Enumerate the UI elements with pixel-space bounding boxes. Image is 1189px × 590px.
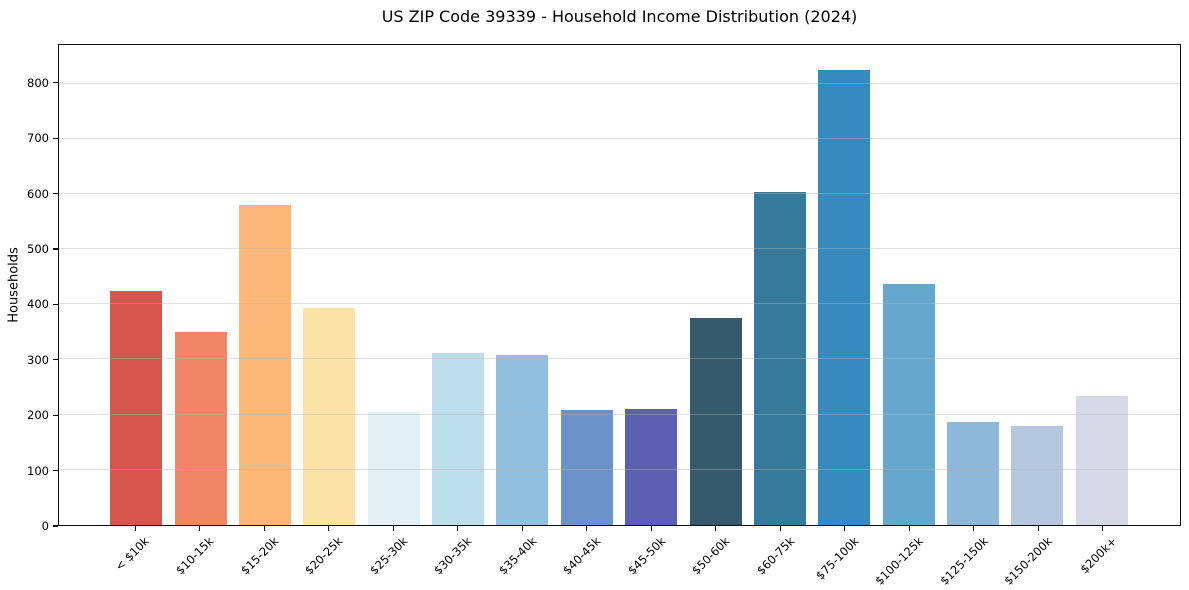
x-tick-mark bbox=[199, 526, 201, 531]
y-tick-mark bbox=[53, 525, 58, 527]
bar-slot bbox=[877, 45, 941, 525]
x-tick-mark bbox=[908, 526, 910, 531]
bar-$100-125k bbox=[882, 283, 935, 525]
x-tick-mark bbox=[263, 526, 265, 531]
bars-container bbox=[104, 45, 1134, 525]
bar-$50-60k bbox=[689, 318, 742, 525]
bar-slot bbox=[1070, 45, 1134, 525]
x-tick-mark bbox=[392, 526, 394, 531]
bar-$40-45k bbox=[560, 410, 613, 525]
x-tick-label: < $10k bbox=[112, 534, 153, 574]
bar-slot bbox=[233, 45, 297, 525]
bar-$45-50k bbox=[625, 409, 678, 525]
x-tick-label: $20-25k bbox=[302, 534, 346, 578]
bar-< $10k bbox=[110, 290, 163, 525]
y-tick-label: 100 bbox=[27, 463, 49, 478]
x-tick-label: $200k+ bbox=[1077, 534, 1120, 577]
bar-$25-30k bbox=[367, 412, 420, 525]
y-tick-label: 0 bbox=[41, 519, 49, 533]
x-tick-mark bbox=[134, 526, 136, 531]
bar-slot bbox=[168, 45, 232, 525]
x-tick-mark bbox=[650, 526, 652, 531]
bar-$20-25k bbox=[303, 307, 356, 525]
bar-$15-20k bbox=[238, 205, 291, 525]
x-tick-label: $35-40k bbox=[495, 534, 540, 578]
y-tick-label: 200 bbox=[27, 408, 49, 423]
x-tick-label: $50-60k bbox=[689, 534, 733, 578]
y-tick-label: 800 bbox=[27, 75, 49, 90]
bar-slot bbox=[297, 45, 361, 525]
y-tick-mark bbox=[53, 359, 58, 361]
bar-slot bbox=[1005, 45, 1069, 525]
x-tick-mark bbox=[973, 526, 975, 531]
bar-$35-40k bbox=[496, 355, 549, 525]
x-tick-label: $125-150k bbox=[936, 534, 991, 588]
bar-slot bbox=[490, 45, 554, 525]
y-tick-label: 600 bbox=[27, 186, 49, 201]
y-tick-label: 500 bbox=[27, 241, 49, 256]
plot-area bbox=[58, 44, 1181, 526]
x-tick-mark bbox=[1102, 526, 1104, 531]
x-tick-label: $150-200k bbox=[1001, 534, 1056, 588]
y-tick-label: 300 bbox=[27, 352, 49, 367]
x-tick-mark bbox=[328, 526, 330, 531]
x-tick-mark bbox=[715, 526, 717, 531]
bar-$125-150k bbox=[947, 421, 1000, 525]
bar-slot bbox=[362, 45, 426, 525]
x-tick-label: $25-30k bbox=[366, 534, 411, 578]
bar-$30-35k bbox=[432, 353, 485, 525]
bar-slot bbox=[941, 45, 1005, 525]
bar-slot bbox=[683, 45, 747, 525]
y-tick-mark bbox=[53, 414, 58, 416]
x-tick-label: $60-75k bbox=[753, 534, 798, 578]
y-tick-mark bbox=[53, 137, 58, 139]
bar-$75-100k bbox=[818, 69, 871, 525]
x-tick-label: $45-50k bbox=[624, 534, 669, 578]
y-tick-mark bbox=[53, 192, 58, 195]
bar-slot bbox=[812, 45, 876, 525]
bar-$10-15k bbox=[174, 331, 227, 525]
x-tick-mark bbox=[1037, 526, 1039, 531]
x-tick-mark bbox=[586, 526, 588, 531]
x-tick-mark bbox=[457, 526, 459, 531]
bar-slot bbox=[748, 45, 812, 525]
x-tick-mark bbox=[521, 526, 523, 531]
y-tick-mark bbox=[53, 248, 58, 250]
x-tick-label: $100-125k bbox=[872, 534, 927, 588]
bar-slot bbox=[619, 45, 683, 525]
x-tick-mark bbox=[844, 526, 846, 531]
bar-$60-75k bbox=[753, 192, 806, 525]
bar-slot bbox=[426, 45, 490, 525]
bar-slot bbox=[555, 45, 619, 525]
y-tick-mark bbox=[53, 82, 58, 84]
y-tick-mark bbox=[53, 469, 58, 472]
x-tick-label: $30-35k bbox=[431, 534, 475, 578]
x-tick-label: $15-20k bbox=[237, 534, 282, 578]
chart-title: US ZIP Code 39339 - Household Income Dis… bbox=[381, 7, 858, 26]
bar-slot bbox=[104, 45, 168, 525]
y-tick-mark bbox=[53, 303, 58, 306]
x-tick-label: $75-100k bbox=[813, 534, 862, 583]
x-tick-mark bbox=[779, 526, 781, 531]
y-axis-label: Households bbox=[6, 247, 22, 323]
x-tick-label: $40-45k bbox=[560, 534, 604, 578]
y-tick-label: 700 bbox=[27, 131, 49, 146]
bar-$150-200k bbox=[1011, 425, 1064, 525]
x-tick-label: $10-15k bbox=[173, 534, 217, 578]
y-tick-label: 400 bbox=[27, 297, 49, 312]
bar-$200k+ bbox=[1075, 396, 1128, 525]
